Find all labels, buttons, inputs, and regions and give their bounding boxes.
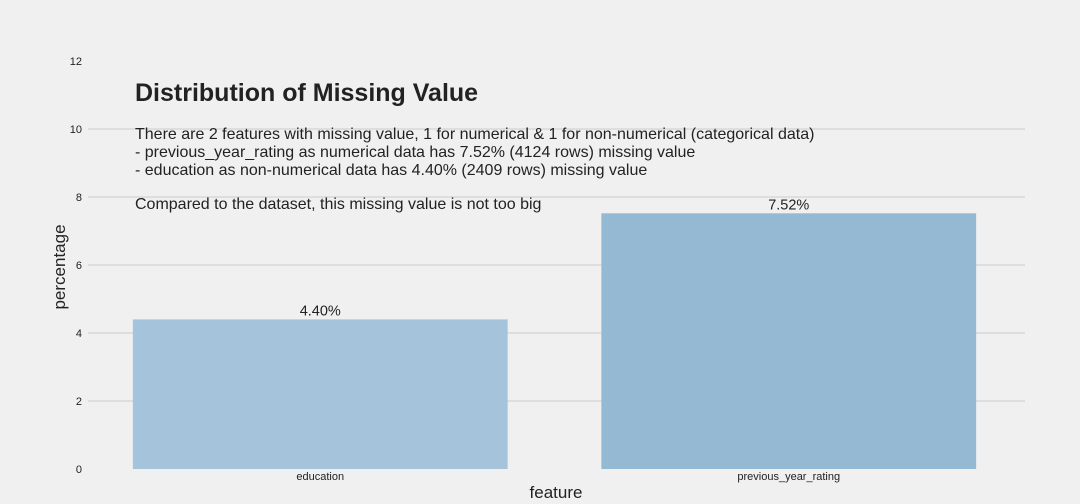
x-tick-labels: education previous_year_rating: [296, 471, 840, 483]
x-tick-label-education: education: [296, 471, 344, 483]
y-tick-label: 10: [70, 124, 82, 136]
bars: [132, 213, 977, 469]
description-line-3: - education as non-numerical data has 4.…: [135, 162, 647, 179]
y-tick-label: 12: [70, 56, 82, 68]
description-line-4: Compared to the dataset, this missing va…: [135, 196, 541, 213]
bar-education: [132, 319, 508, 469]
y-axis-label: percentage: [50, 224, 69, 309]
x-tick-label-previous-year-rating: previous_year_rating: [737, 471, 840, 483]
description-line-2: - previous_year_rating as numerical data…: [135, 144, 695, 161]
data-label-education: 4.40%: [300, 303, 341, 319]
y-tick-label: 2: [76, 396, 82, 408]
data-label-previous-year-rating: 7.52%: [768, 197, 809, 213]
bar-previous-year-rating: [601, 213, 977, 469]
y-tick-label: 8: [76, 192, 82, 204]
data-labels: 4.40% 7.52%: [300, 197, 810, 319]
x-axis-label: feature: [530, 483, 583, 502]
chart-title: Distribution of Missing Value: [135, 79, 478, 107]
y-tick-label: 4: [76, 328, 82, 340]
description-line-1: There are 2 features with missing value,…: [135, 126, 814, 143]
y-tick-labels: 0 2 4 6 8 10 12: [70, 56, 82, 476]
y-tick-label: 6: [76, 260, 82, 272]
y-tick-label: 0: [76, 464, 82, 476]
